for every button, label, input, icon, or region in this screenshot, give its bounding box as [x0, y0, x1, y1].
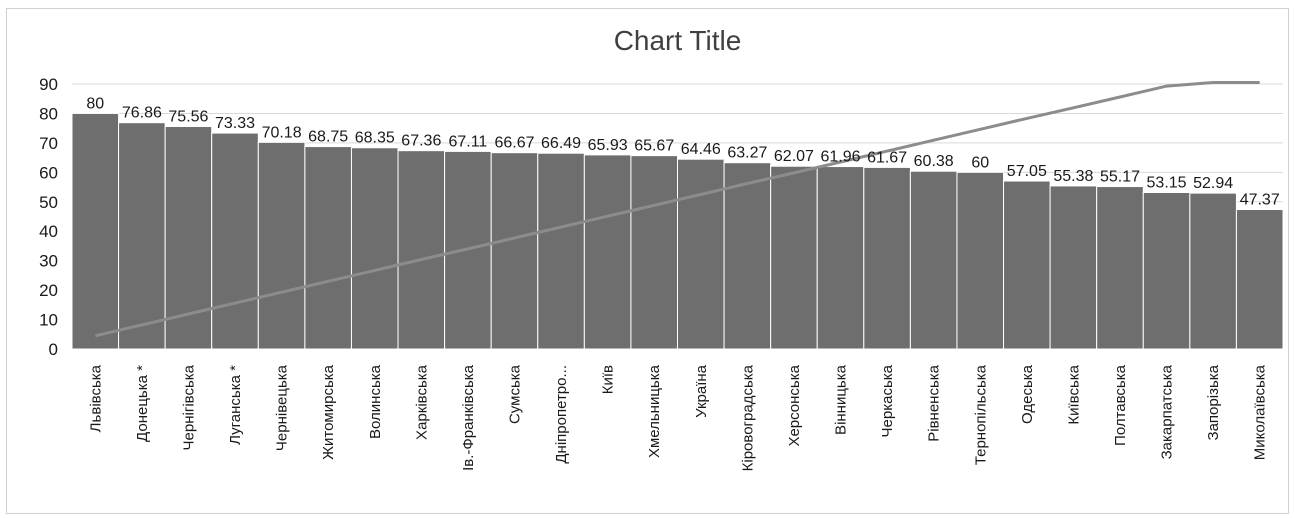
bar	[1003, 180, 1051, 350]
x-tick-label: Тернопільська	[972, 364, 989, 465]
bars	[71, 112, 1284, 350]
y-tick-label: 90	[39, 75, 58, 94]
data-label: 52.94	[1193, 175, 1233, 192]
x-tick-label: Одеська	[1019, 364, 1036, 424]
x-tick-label: Закарпатська	[1159, 364, 1176, 459]
data-labels: 80 76.86 75.56 73.33 70.18 68.75 68.35 67.36 67.…	[86, 95, 1279, 208]
data-label: 76.86	[122, 105, 162, 122]
data-label: 67.36	[401, 133, 441, 150]
data-label: 62.07	[774, 148, 814, 165]
data-label: 53.15	[1147, 175, 1187, 192]
y-axis-ticks: 0 10 20 30 40 50 60 70 80 90	[39, 75, 58, 359]
bar	[350, 147, 399, 350]
y-tick-label: 60	[39, 163, 58, 182]
y-tick-label: 70	[39, 134, 58, 153]
data-label: 67.11	[448, 133, 487, 150]
data-label: 61.67	[867, 149, 907, 166]
y-tick-label: 30	[39, 252, 58, 271]
bar	[770, 165, 818, 350]
bar	[816, 166, 865, 350]
data-label: 64.46	[681, 141, 721, 158]
data-label: 47.37	[1240, 192, 1280, 209]
data-label: 68.35	[355, 130, 395, 147]
x-tick-label: Полтавська	[1112, 364, 1129, 446]
data-label: 60.38	[914, 153, 954, 170]
data-label: 55.38	[1053, 168, 1093, 185]
data-label: 66.49	[541, 135, 581, 152]
x-tick-label: Рівненська	[926, 364, 943, 441]
data-label: 75.56	[168, 109, 208, 126]
bar	[1189, 192, 1237, 350]
x-tick-label: Кіровоградська	[739, 364, 756, 471]
data-label: 60	[971, 154, 989, 171]
x-tick-label: Київ	[600, 365, 617, 394]
bar	[863, 166, 911, 350]
y-tick-label: 20	[39, 281, 58, 300]
x-tick-label: Миколаївська	[1252, 364, 1269, 460]
data-label: 73.33	[215, 115, 255, 132]
bar	[956, 171, 1005, 350]
bar	[909, 170, 958, 350]
x-tick-label: Україна	[693, 364, 710, 418]
bar	[118, 122, 166, 350]
x-tick-label: Запорізька	[1205, 364, 1222, 440]
bar	[397, 150, 446, 350]
bar	[723, 162, 772, 350]
x-tick-label: Житомирська	[320, 364, 337, 460]
data-label: 66.67	[494, 135, 534, 152]
y-tick-label: 80	[39, 104, 58, 123]
data-label: 80	[86, 95, 104, 112]
bar	[164, 126, 213, 350]
x-tick-label: Харківська	[413, 364, 430, 440]
x-tick-label: Чернігівська	[180, 364, 197, 450]
x-tick-label: Луганська *	[227, 365, 244, 445]
x-tick-label: Черкаська	[879, 364, 896, 437]
data-label: 65.93	[588, 137, 628, 154]
y-tick-label: 40	[39, 222, 58, 241]
bar	[304, 146, 352, 350]
bar	[537, 152, 585, 350]
data-label: 61.96	[820, 149, 860, 166]
data-label: 57.05	[1007, 163, 1047, 180]
bar	[1142, 192, 1191, 350]
bar	[1235, 209, 1284, 350]
x-tick-label: Дніпропетро...	[553, 365, 570, 464]
y-tick-label: 50	[39, 193, 58, 212]
x-tick-label: Чернівецька	[274, 364, 291, 451]
bar	[583, 154, 632, 350]
data-label: 65.67	[634, 138, 674, 155]
bar	[211, 132, 259, 350]
x-tick-label: Сумська	[506, 364, 523, 424]
data-label: 68.75	[308, 129, 348, 146]
y-tick-label: 10	[39, 311, 58, 330]
data-label: 55.17	[1100, 169, 1140, 186]
x-axis-ticks: Львівська Донецька * Чернігівська Луганська…	[87, 364, 1268, 471]
data-label: 70.18	[262, 124, 302, 141]
x-tick-label: Київська	[1065, 364, 1082, 424]
chart-title: Chart Title	[614, 25, 742, 56]
x-tick-label: Львівська	[87, 364, 104, 432]
y-tick-label: 0	[49, 340, 58, 359]
x-tick-label: Хмельницька	[646, 364, 663, 458]
x-tick-label: Донецька *	[134, 365, 151, 442]
bar	[677, 158, 725, 350]
x-tick-label: Херсонська	[786, 364, 803, 446]
bar	[257, 141, 306, 350]
x-tick-label: Вінницька	[833, 364, 850, 435]
x-tick-label: Ів.-Франківська	[460, 364, 477, 471]
data-label: 63.27	[727, 145, 767, 162]
x-tick-label: Волинська	[367, 364, 384, 439]
bar	[1096, 186, 1144, 350]
trend-line-layer	[94, 81, 1260, 338]
bar	[630, 155, 679, 350]
bar	[1049, 185, 1098, 350]
bar	[490, 152, 539, 350]
trend-line	[94, 81, 1260, 338]
bar	[71, 112, 120, 350]
